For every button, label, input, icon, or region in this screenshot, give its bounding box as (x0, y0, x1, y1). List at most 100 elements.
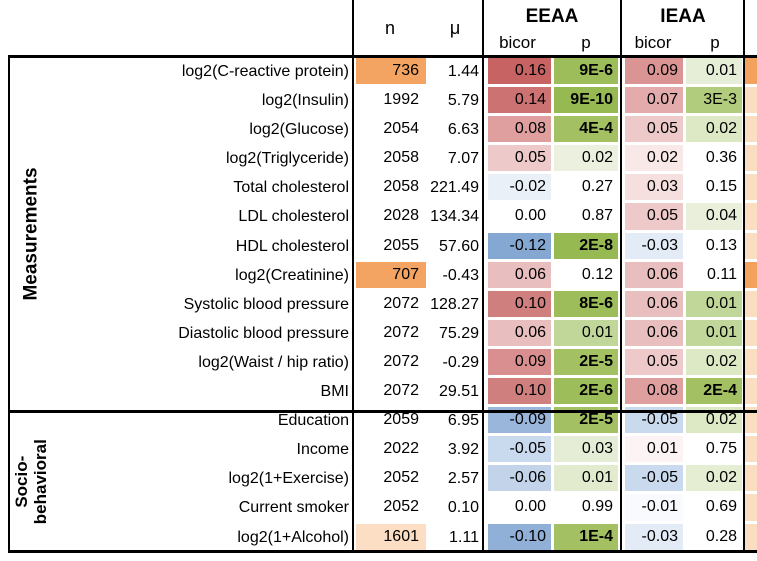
mu-cell: 6.63 (447, 121, 479, 139)
cropped-right-column-cell (745, 86, 757, 115)
ieaa-p-cell: 0.75 (705, 440, 737, 458)
n-cell: 1992 (383, 91, 419, 109)
eeaa-p-cell: 2E-5 (553, 348, 621, 377)
mu-cell: 7.07 (447, 150, 479, 168)
header-group-ieaa: IEAA bicor p (621, 0, 745, 57)
ieaa-bicor-cell: -0.03 (621, 232, 685, 261)
eeaa-bicor-cell: -0.02 (484, 173, 553, 202)
n-cell: 2028 (383, 207, 419, 225)
eeaa-p-cell: 0.01 (553, 464, 621, 493)
n-cell: 2072 (383, 323, 419, 341)
row-label: Systolic blood pressure (183, 295, 349, 313)
n-cell: 2022 (383, 440, 419, 458)
ieaa-p-cell: 0.13 (705, 236, 737, 254)
table-row: log2(Insulin) 1992 5.79 0.14 9E-10 0.07 … (8, 86, 757, 115)
mu-cell: 3.92 (447, 441, 479, 459)
column-header-eeaa: EEAA (525, 6, 579, 27)
ieaa-p-cell: 0.36 (705, 149, 737, 167)
table-row: Income 2022 3.92 -0.05 0.03 0.01 0.75 (8, 435, 757, 464)
table-row: log2(Glucose) 2054 6.63 0.08 4E-4 0.05 0… (8, 115, 757, 144)
n-cell: 2072 (383, 382, 419, 400)
table-row: log2(Triglyceride) 2058 7.07 0.05 0.02 0… (8, 144, 757, 173)
table-body: log2(C-reactive protein) 736 1.44 0.16 9… (8, 57, 757, 552)
cropped-right-column-cell (745, 115, 757, 144)
mu-cell: 0.10 (447, 499, 479, 517)
n-cell: 707 (353, 261, 428, 290)
eeaa-p-cell: 9E-10 (553, 86, 621, 115)
column-header-mu: μ (449, 18, 461, 38)
row-label: Income (296, 441, 349, 459)
eeaa-p-cell: 0.99 (581, 498, 613, 516)
mu-cell: 5.79 (447, 92, 479, 110)
eeaa-p-cell: 0.02 (553, 144, 621, 173)
eeaa-bicor-cell: 0.05 (484, 144, 553, 173)
cropped-right-column-cell (745, 144, 757, 173)
ieaa-p-cell: 0.15 (705, 178, 737, 196)
group-divider-line (8, 410, 757, 413)
ieaa-bicor-cell: -0.01 (621, 493, 685, 522)
eeaa-p-cell: 2E-8 (553, 232, 621, 261)
cropped-right-column-cell (745, 57, 757, 86)
eeaa-bicor-cell: 0.16 (484, 57, 553, 86)
eeaa-bicor-cell: 0.00 (514, 207, 546, 225)
row-label: log2(C-reactive protein) (181, 63, 349, 80)
eeaa-bicor-cell: 0.09 (484, 348, 553, 377)
eeaa-bicor-cell: -0.06 (484, 464, 553, 493)
eeaa-bicor-cell: 0.10 (484, 377, 553, 406)
cropped-right-column-cell (745, 464, 757, 493)
eeaa-bicor-cell: 0.00 (514, 498, 546, 516)
table-row: BMI 2072 29.51 0.10 2E-6 0.08 2E-4 (8, 377, 757, 406)
ieaa-bicor-cell: 0.06 (621, 261, 685, 290)
cropped-right-column-cell (745, 232, 757, 261)
table-row: log2(1+Exercise) 2052 2.57 -0.06 0.01 -0… (8, 464, 757, 493)
cropped-right-column-cell (745, 173, 757, 202)
column-header-eeaa-bicor: bicor (499, 33, 536, 52)
n-cell: 2054 (383, 120, 419, 138)
ieaa-p-cell: 0.02 (685, 115, 745, 144)
row-label: log2(Glucose) (249, 121, 349, 139)
row-label: LDL cholesterol (238, 208, 349, 226)
mu-cell: 128.27 (430, 295, 479, 313)
ieaa-bicor-cell: 0.06 (621, 290, 685, 319)
table-row: log2(C-reactive protein) 736 1.44 0.16 9… (8, 57, 757, 86)
mu-cell: 57.60 (438, 237, 479, 255)
divider-labels-n (352, 0, 354, 552)
cropped-right-column-cell (745, 523, 757, 552)
n-cell: 2052 (383, 469, 419, 487)
cropped-right-column-cell (745, 377, 757, 406)
column-header-ieaa-p: p (710, 33, 720, 52)
ieaa-bicor-cell: 0.02 (621, 144, 685, 173)
eeaa-p-cell: 9E-6 (553, 57, 621, 86)
ieaa-p-cell: 0.02 (685, 464, 745, 493)
ieaa-bicor-cell: -0.05 (621, 464, 685, 493)
eeaa-bicor-cell: 0.08 (484, 115, 553, 144)
mu-cell: 1.44 (447, 63, 479, 80)
ieaa-p-cell: 3E-3 (685, 86, 745, 115)
ieaa-p-cell: 0.11 (707, 265, 737, 283)
eeaa-bicor-cell: -0.05 (484, 435, 553, 464)
mu-cell: 6.95 (447, 412, 479, 430)
ieaa-bicor-cell: -0.03 (621, 523, 685, 552)
header-n-mu: n μ (353, 0, 483, 57)
table-left-border (8, 57, 10, 552)
n-cell: 736 (353, 57, 428, 86)
table-row: Systolic blood pressure 2072 128.27 0.10… (8, 290, 757, 319)
cropped-right-column-cell (745, 406, 757, 435)
cropped-right-column-cell (745, 319, 757, 348)
row-label: Current smoker (238, 499, 349, 517)
ieaa-p-cell: 0.01 (685, 57, 745, 86)
ieaa-bicor-cell: 0.01 (621, 435, 685, 464)
ieaa-bicor-cell: 0.06 (621, 319, 685, 348)
n-cell: 1601 (353, 523, 428, 552)
ieaa-p-cell: 0.28 (705, 527, 737, 545)
row-label: log2(Insulin) (261, 92, 349, 110)
n-cell: 2072 (383, 294, 419, 312)
ieaa-p-cell: 0.69 (705, 498, 737, 516)
eeaa-bicor-cell: -0.10 (484, 523, 553, 552)
eeaa-bicor-cell: 0.06 (484, 319, 553, 348)
mu-cell: 1.11 (449, 528, 479, 546)
ieaa-bicor-cell: 0.07 (621, 86, 685, 115)
table-row: HDL cholesterol 2055 57.60 -0.12 2E-8 -0… (8, 232, 757, 261)
row-label: log2(1+Exercise) (228, 470, 350, 488)
